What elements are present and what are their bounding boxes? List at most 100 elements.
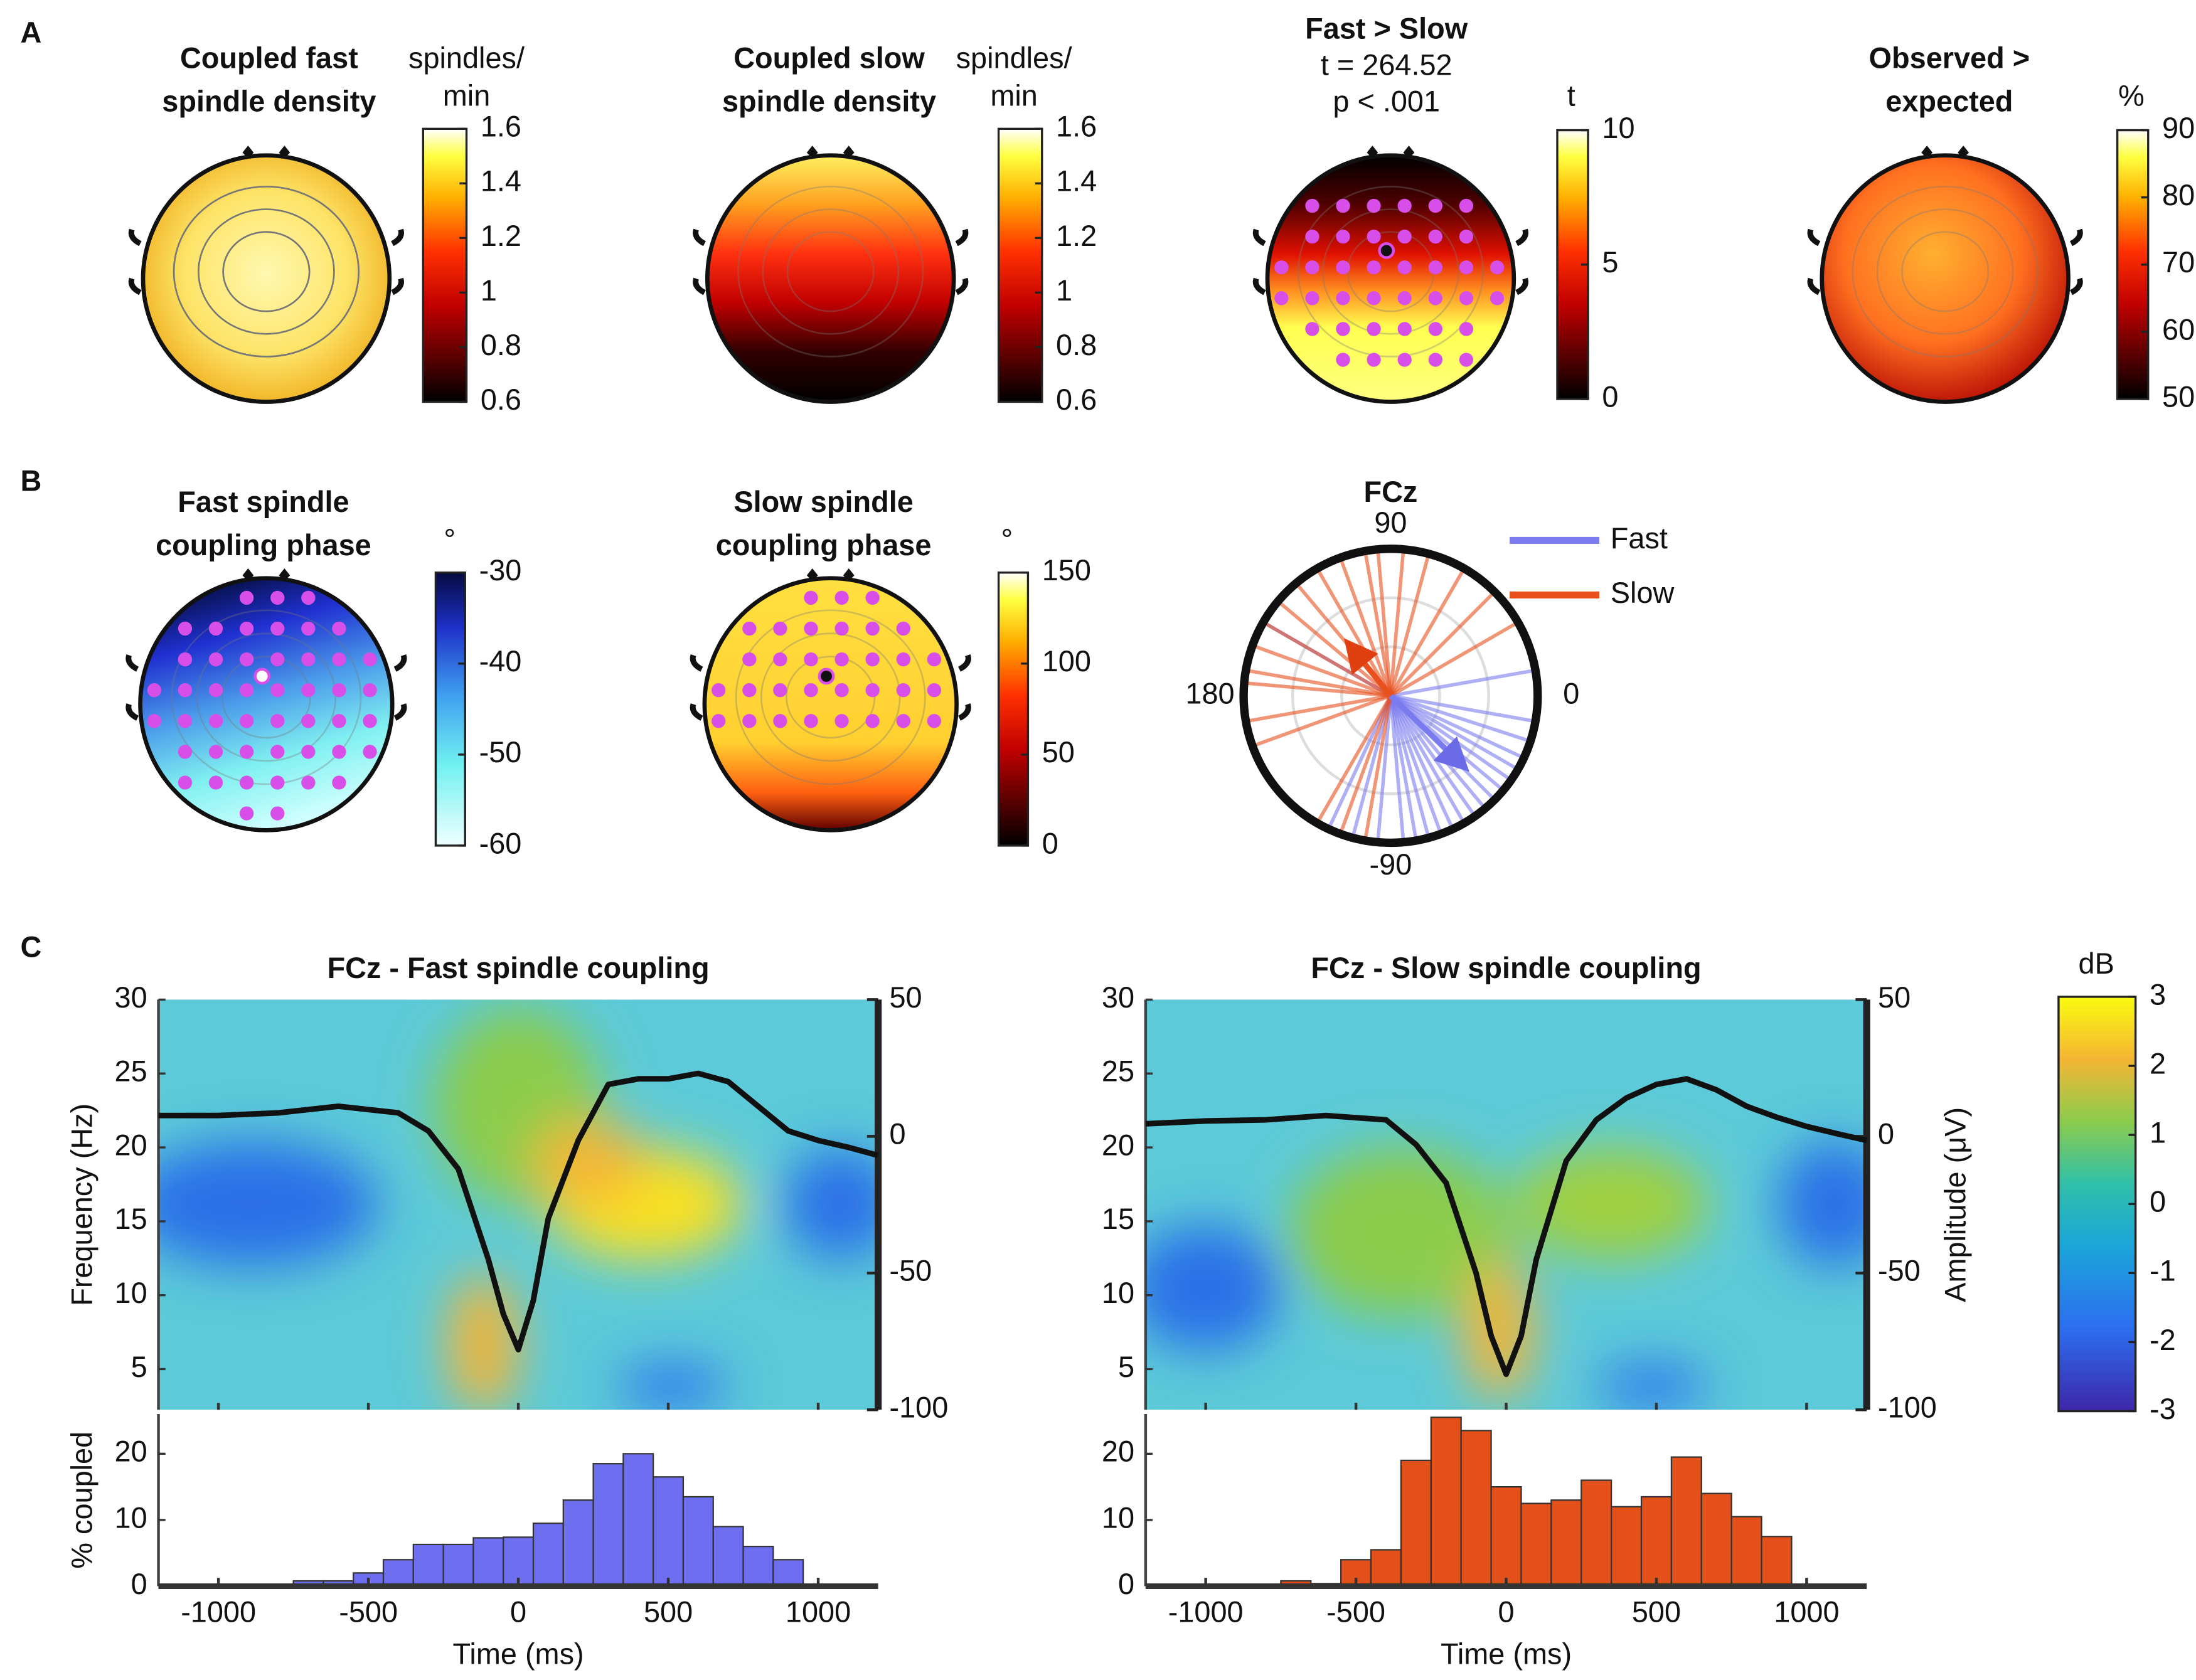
- topo-contour: [1852, 186, 2039, 358]
- phase-ray: [1390, 694, 1532, 743]
- topo-contour: [1322, 208, 1459, 335]
- topo-contour: [737, 186, 924, 358]
- electrode: [1459, 229, 1474, 244]
- head-ear: [1515, 277, 1528, 295]
- electrode: [332, 652, 346, 667]
- angle-tick-label: 180: [1185, 678, 1234, 710]
- electrode: [363, 652, 377, 667]
- topo-contour: [786, 231, 875, 312]
- electrode: [178, 621, 193, 636]
- electrode: [865, 621, 880, 636]
- topo-map: [138, 576, 395, 832]
- colorbar-tick-label: 1.4: [1056, 165, 1097, 198]
- angle-tick-label: 0: [1563, 678, 1579, 710]
- electrode: [332, 683, 346, 698]
- electrode: [834, 683, 849, 698]
- topo-map: [141, 153, 392, 404]
- topo-map: [702, 576, 959, 832]
- electrode: [332, 714, 346, 728]
- phase-ray: [1351, 695, 1393, 839]
- phase-ray: [1244, 681, 1391, 698]
- electrode: [773, 621, 787, 636]
- histogram-bar: [1670, 1456, 1702, 1587]
- erp-line: [1145, 1076, 1868, 1378]
- electrode: [301, 652, 316, 667]
- electrode: [239, 714, 254, 728]
- phase-ray: [1338, 556, 1393, 697]
- electrode: [1336, 291, 1350, 306]
- head-ear: [2069, 228, 2083, 247]
- electrode: [1305, 198, 1319, 213]
- electrode: [804, 714, 818, 728]
- x-tick-label: 0: [510, 1595, 526, 1628]
- y-tick-label: 30: [115, 981, 147, 1014]
- y-axis-label: Frequency (Hz): [66, 1103, 99, 1306]
- electrode: [270, 683, 285, 698]
- electrode: [1428, 260, 1442, 275]
- colorbar-label: dB: [2079, 947, 2114, 980]
- electrode: [927, 683, 942, 698]
- head-ear: [128, 277, 142, 295]
- electrode: [896, 683, 910, 698]
- phase-ray: [1388, 695, 1418, 841]
- colorbar-tick-label: 60: [2162, 313, 2195, 346]
- electrode: [1367, 353, 1381, 367]
- phase-ray: [1389, 694, 1466, 824]
- topo-contour: [196, 632, 337, 762]
- electrode: [865, 652, 880, 667]
- phase-ray: [1388, 695, 1431, 839]
- colorbar-tick-label: 0: [2150, 1186, 2166, 1218]
- polar-title: FCz: [1363, 476, 1417, 508]
- electrode: [1367, 198, 1381, 213]
- y-tick-label: 0: [1118, 1568, 1134, 1600]
- electrode: [896, 714, 910, 728]
- y-tick-label: 10: [115, 1501, 147, 1534]
- electrode: [742, 714, 757, 728]
- electrode: [804, 590, 818, 605]
- colorbar-tick-label: 0.6: [481, 383, 521, 416]
- electrode: [773, 652, 787, 667]
- electrode: [1397, 260, 1412, 275]
- y-tick-label: 15: [1102, 1203, 1134, 1235]
- y2-tick-label: 0: [1878, 1118, 1894, 1151]
- colorbar-tick-label: 3: [2150, 978, 2166, 1011]
- electrode: [1336, 322, 1350, 336]
- topo-map: [1820, 153, 2071, 404]
- colorbar-tick-label: 70: [2162, 246, 2195, 279]
- y-tick-label: 0: [131, 1568, 147, 1600]
- electrode: [865, 714, 880, 728]
- electrode: [1367, 322, 1381, 336]
- phase-ray: [1326, 694, 1392, 830]
- phase-ray: [1338, 695, 1393, 835]
- head-ear: [125, 654, 139, 672]
- head-ear: [391, 228, 404, 247]
- histogram-bar: [772, 1559, 804, 1587]
- electrode: [712, 683, 726, 698]
- colorbar-tick-label: 1.6: [481, 110, 521, 143]
- electrode: [178, 714, 193, 728]
- x-tick-label: 1000: [786, 1595, 851, 1628]
- electrode: [239, 590, 254, 605]
- head-ear: [393, 703, 407, 721]
- head-ear: [2069, 277, 2083, 295]
- phase-ray: [1390, 694, 1525, 760]
- colorbar-tick-label: -60: [479, 827, 522, 859]
- electrode: [178, 775, 193, 790]
- electrode: [270, 806, 285, 821]
- electrode-fcz: [253, 667, 271, 685]
- spectrogram-image: [158, 999, 878, 1410]
- topo-subtitle: p < .001: [1333, 85, 1440, 118]
- y-tick-label: 10: [1102, 1501, 1134, 1534]
- phase-ray: [1388, 694, 1454, 830]
- colorbar-tick-label: -1: [2150, 1255, 2176, 1287]
- electrode: [1305, 322, 1319, 336]
- phase-ray: [1390, 668, 1536, 698]
- electrode: [208, 714, 223, 728]
- phase-ray: [1376, 549, 1393, 696]
- x-tick-label: -1000: [181, 1595, 256, 1628]
- colorbar: [997, 572, 1030, 847]
- y-tick-label: 20: [115, 1129, 147, 1161]
- histogram-bar: [1730, 1516, 1762, 1587]
- colorbar-tick-label: -3: [2150, 1393, 2176, 1425]
- electrode: [270, 745, 285, 759]
